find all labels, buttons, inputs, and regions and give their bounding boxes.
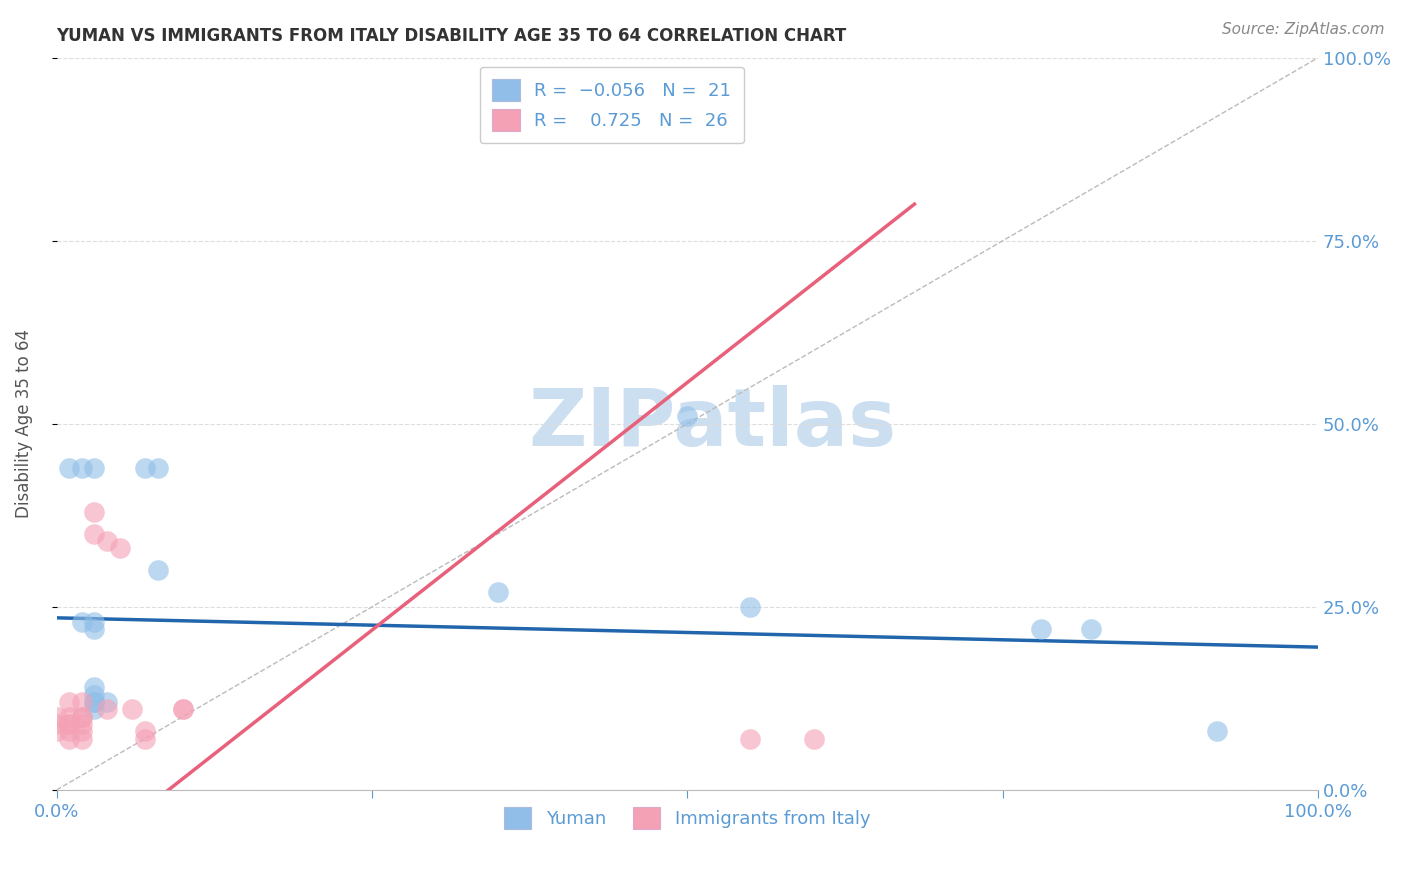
Point bbox=[108, 541, 131, 556]
Point bbox=[58, 731, 80, 746]
Point bbox=[83, 460, 105, 475]
Point bbox=[83, 526, 105, 541]
Point bbox=[58, 724, 80, 739]
Text: YUMAN VS IMMIGRANTS FROM ITALY DISABILITY AGE 35 TO 64 CORRELATION CHART: YUMAN VS IMMIGRANTS FROM ITALY DISABILIT… bbox=[56, 27, 846, 45]
Point bbox=[121, 702, 143, 716]
Point bbox=[58, 717, 80, 731]
Point bbox=[1206, 724, 1229, 739]
Point bbox=[96, 695, 118, 709]
Text: Source: ZipAtlas.com: Source: ZipAtlas.com bbox=[1222, 22, 1385, 37]
Point bbox=[45, 709, 67, 723]
Point bbox=[146, 460, 169, 475]
Point bbox=[45, 724, 67, 739]
Point bbox=[96, 533, 118, 548]
Point bbox=[70, 695, 93, 709]
Point bbox=[58, 460, 80, 475]
Legend: Yuman, Immigrants from Italy: Yuman, Immigrants from Italy bbox=[498, 799, 877, 836]
Point bbox=[58, 717, 80, 731]
Point bbox=[58, 695, 80, 709]
Point bbox=[70, 709, 93, 723]
Point bbox=[1029, 622, 1052, 636]
Point bbox=[83, 505, 105, 519]
Point bbox=[134, 731, 156, 746]
Point bbox=[70, 724, 93, 739]
Point bbox=[83, 695, 105, 709]
Point bbox=[83, 615, 105, 629]
Point bbox=[96, 702, 118, 716]
Point bbox=[146, 563, 169, 577]
Y-axis label: Disability Age 35 to 64: Disability Age 35 to 64 bbox=[15, 329, 32, 518]
Point bbox=[58, 709, 80, 723]
Point bbox=[83, 702, 105, 716]
Point bbox=[486, 585, 509, 599]
Point bbox=[70, 717, 93, 731]
Point bbox=[70, 615, 93, 629]
Point bbox=[70, 709, 93, 723]
Point bbox=[172, 702, 194, 716]
Point bbox=[45, 717, 67, 731]
Point bbox=[740, 731, 762, 746]
Point bbox=[134, 460, 156, 475]
Point bbox=[83, 688, 105, 702]
Text: ZIPatlas: ZIPatlas bbox=[529, 384, 897, 463]
Point bbox=[70, 460, 93, 475]
Point bbox=[70, 731, 93, 746]
Point bbox=[1080, 622, 1102, 636]
Point bbox=[172, 702, 194, 716]
Point bbox=[676, 409, 699, 424]
Point bbox=[83, 681, 105, 695]
Point bbox=[83, 622, 105, 636]
Point bbox=[803, 731, 825, 746]
Point bbox=[134, 724, 156, 739]
Point bbox=[740, 599, 762, 614]
Point bbox=[83, 695, 105, 709]
